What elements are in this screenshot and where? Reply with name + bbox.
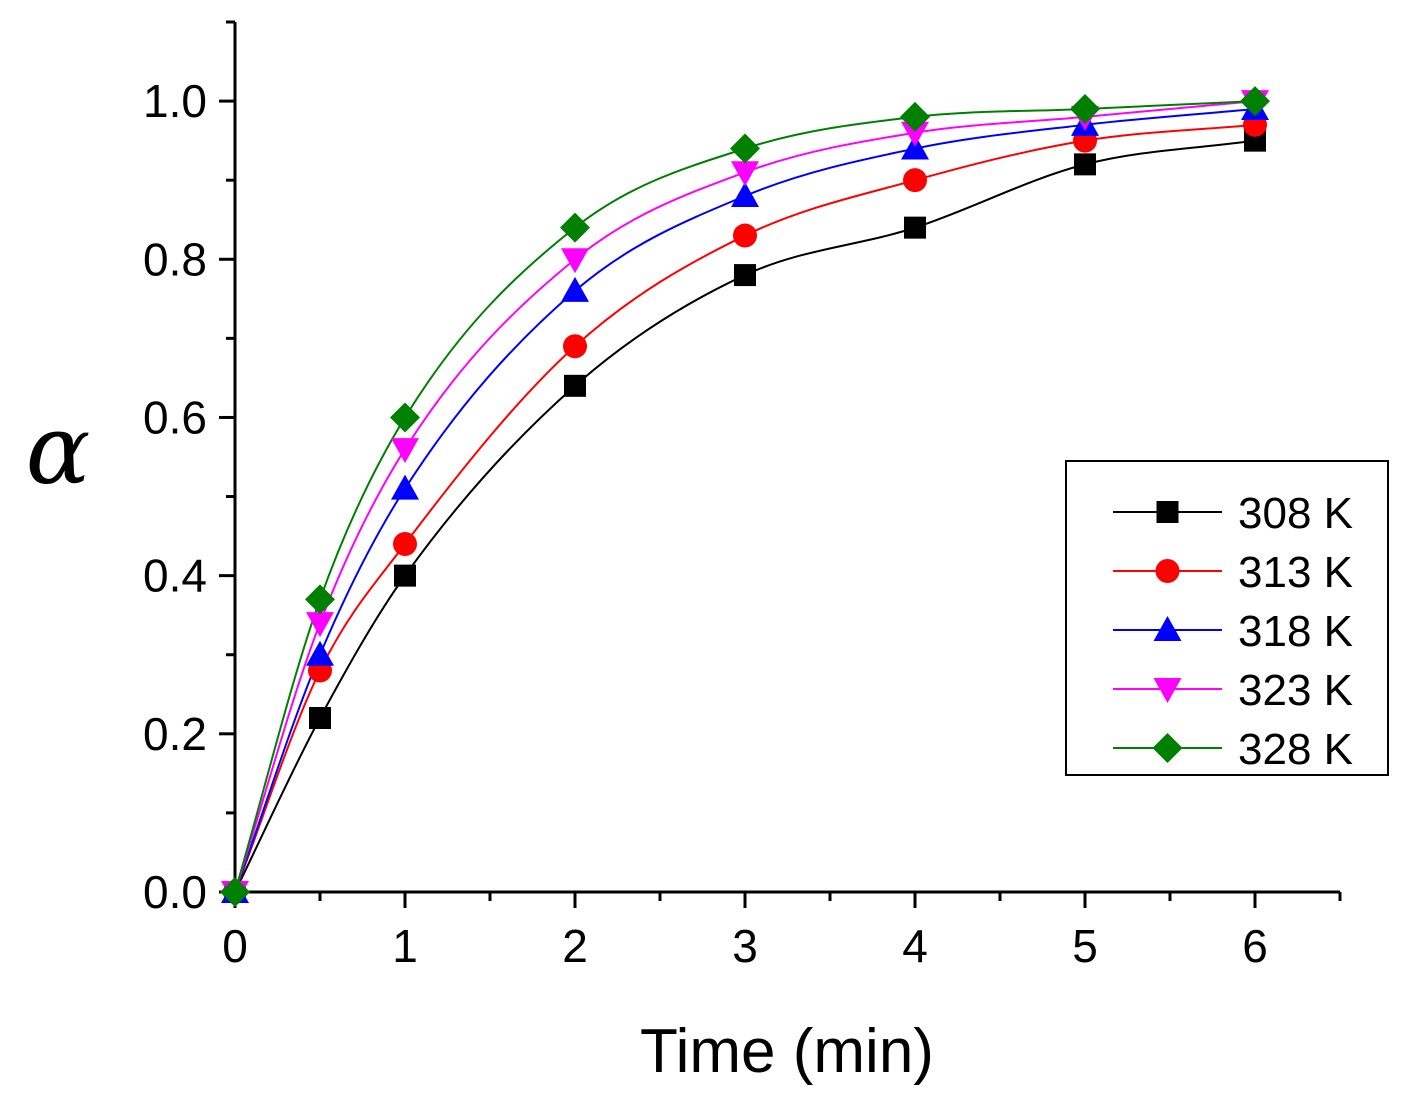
data-point-328-k (1240, 86, 1270, 117)
ticks (219, 20, 1342, 908)
x-tick-label: 4 (902, 920, 928, 972)
data-point-318-k (306, 640, 334, 666)
fit-curve-308-k (234, 139, 1256, 893)
data-point-308-k (1074, 153, 1096, 176)
y-tick-label: 0.0 (143, 866, 207, 918)
y-tick-label: 0.2 (143, 708, 207, 760)
y-tick-label: 1.0 (143, 75, 207, 127)
legend-marker-308-k (1156, 501, 1179, 523)
data-point-318-k (561, 276, 589, 302)
data-markers (220, 86, 1270, 907)
y-tick-label: 0.4 (143, 550, 207, 602)
data-point-318-k (901, 134, 929, 160)
data-point-308-k (309, 707, 331, 729)
data-point-313-k (393, 532, 417, 556)
data-point-328-k (900, 101, 930, 132)
data-point-308-k (564, 374, 586, 397)
legend-label-318-k: 318 K (1238, 607, 1353, 656)
legend-marker-318-k (1153, 616, 1182, 641)
y-tick-label: 0.6 (143, 391, 207, 443)
x-tick-label: 2 (562, 920, 588, 972)
data-point-323-k (306, 612, 334, 638)
data-point-313-k (563, 334, 587, 359)
data-point-323-k (561, 248, 589, 274)
data-point-328-k (390, 402, 420, 433)
data-point-313-k (903, 168, 927, 193)
data-point-328-k (730, 133, 760, 164)
tick-labels: 0 1 2 3 4 5 6 0.0 0.2 0.4 0.6 0.8 1.0 (143, 75, 1268, 972)
x-tick-label: 1 (392, 920, 418, 972)
legend-label-323-k: 323 K (1238, 666, 1353, 715)
legend-label-313-k: 313 K (1238, 548, 1353, 597)
axes (233, 22, 1340, 894)
data-point-328-k (560, 212, 590, 243)
legend-marker-328-k (1152, 733, 1183, 763)
data-point-318-k (731, 182, 759, 207)
data-point-323-k (901, 121, 929, 147)
data-point-318-k (391, 474, 419, 500)
legend-marker-313-k (1155, 559, 1180, 583)
y-axis-title: α (26, 394, 91, 506)
x-tick-label: 0 (222, 920, 248, 972)
data-point-313-k (733, 223, 757, 248)
y-tick-label: 0.8 (143, 233, 207, 285)
fit-curve-318-k (234, 108, 1256, 893)
x-axis-title: Time (min) (640, 1017, 934, 1086)
data-point-308-k (734, 264, 756, 287)
data-point-328-k (220, 877, 250, 907)
legend-label-328-k: 328 K (1238, 725, 1353, 774)
data-point-328-k (305, 584, 335, 615)
data-point-323-k (391, 438, 419, 464)
x-tick-label: 3 (732, 920, 758, 972)
data-point-323-k (731, 161, 759, 187)
x-tick-label: 5 (1072, 920, 1098, 972)
x-tick-label: 6 (1242, 920, 1268, 972)
legend-box (1065, 460, 1389, 776)
legend-label-308-k: 308 K (1238, 489, 1353, 538)
legend: 308 K 313 K 318 K 323 K 328 K (1065, 460, 1389, 776)
data-point-308-k (394, 564, 416, 587)
data-point-328-k (1070, 94, 1100, 124)
legend-marker-323-k (1153, 678, 1182, 703)
data-point-308-k (904, 216, 926, 239)
